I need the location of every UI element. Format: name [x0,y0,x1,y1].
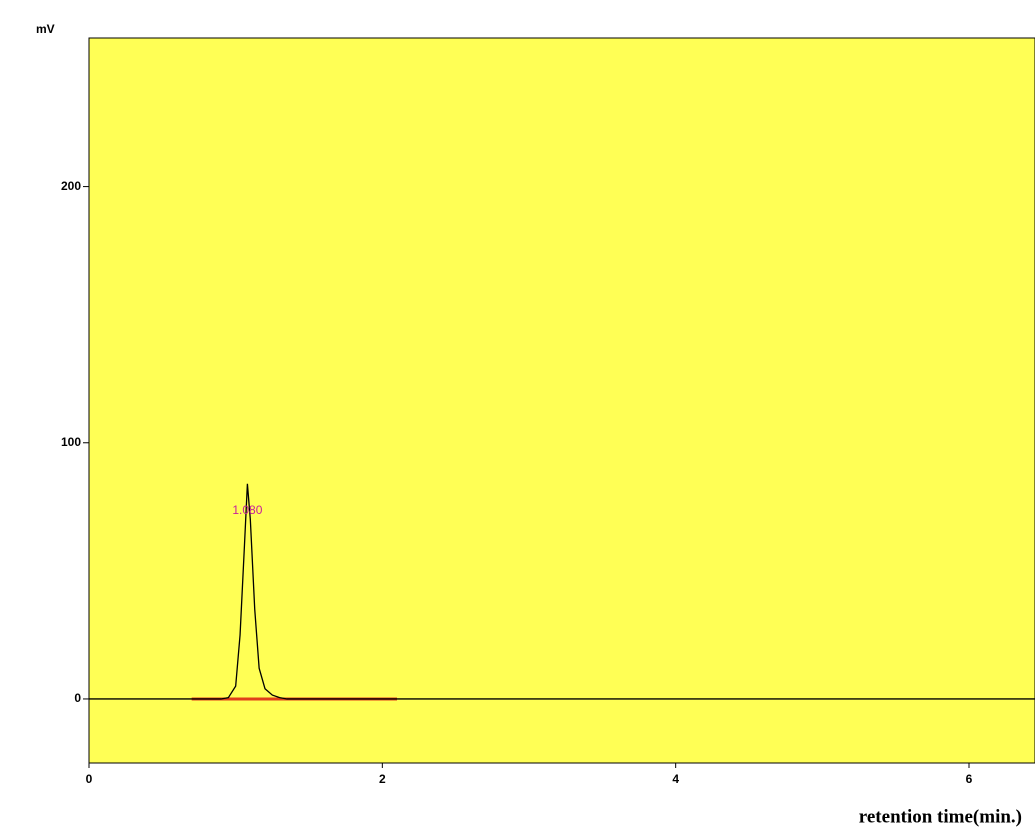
signal-line [89,483,1035,700]
x-tick-label: 2 [379,772,386,786]
y-tick-label: 0 [74,691,81,705]
y-tick-label: 100 [61,435,81,449]
y-tick-label: 200 [61,179,81,193]
plot-area [88,37,1035,764]
x-tick-label: 4 [672,772,679,786]
x-axis-label: retention time(min.) [859,806,1022,827]
peak-label: 1.080 [232,503,262,517]
x-tick-label: 0 [86,772,93,786]
x-tick-label: 6 [966,772,973,786]
y-axis-label: mV [36,22,55,36]
